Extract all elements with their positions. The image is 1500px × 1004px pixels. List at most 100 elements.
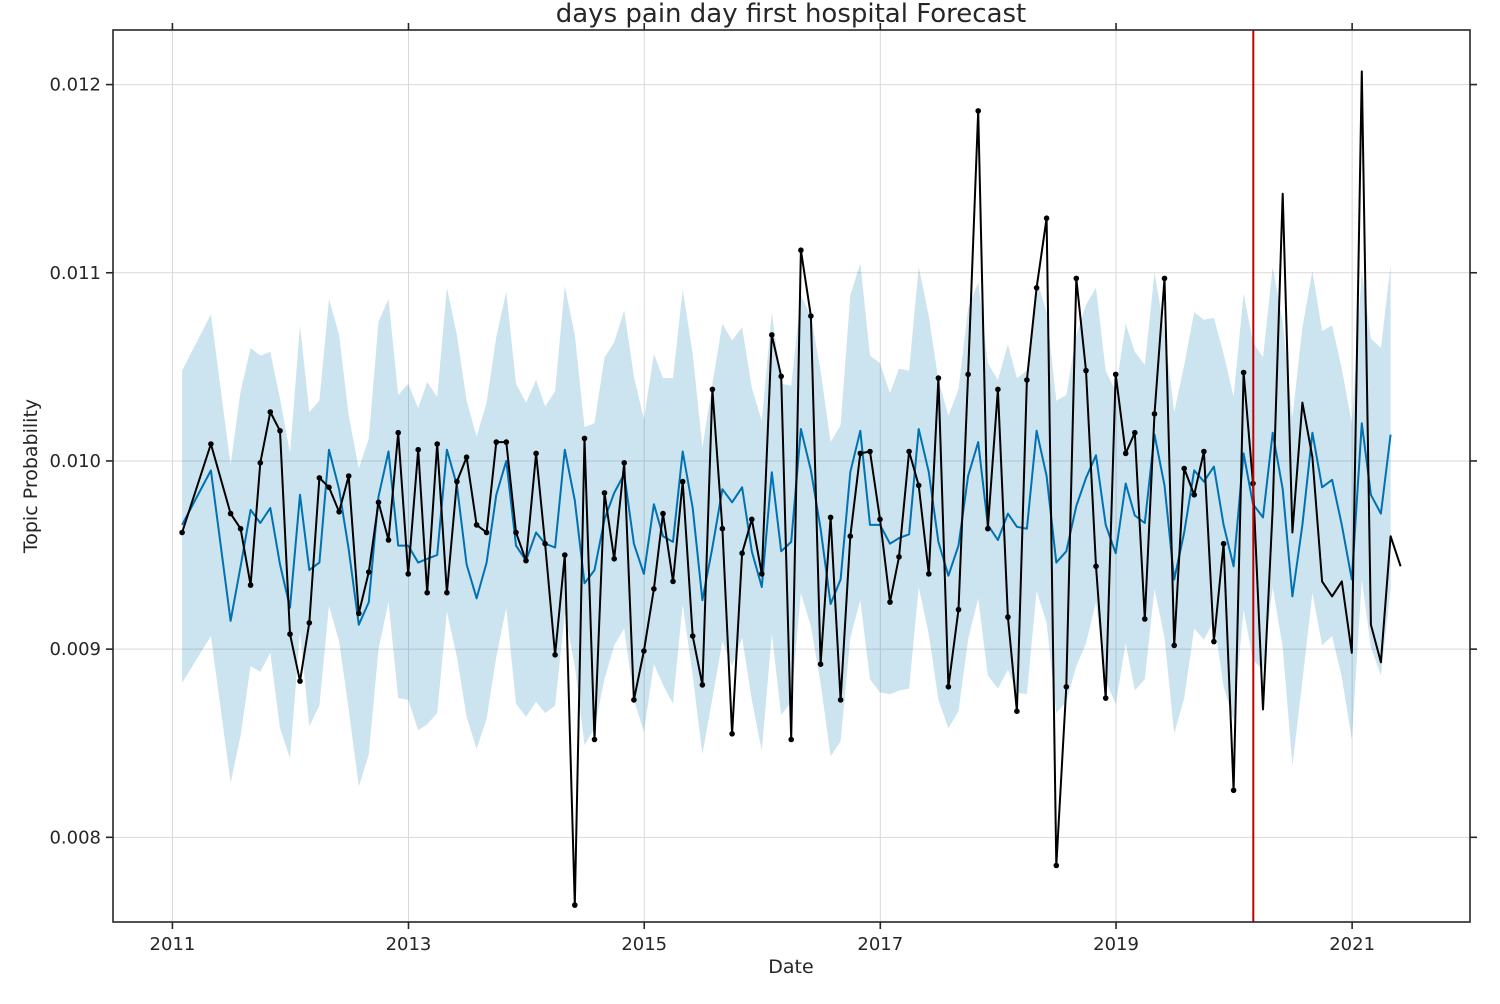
observed-point xyxy=(326,484,332,491)
observed-point xyxy=(798,247,804,253)
observed-point xyxy=(1240,369,1247,376)
observed-point xyxy=(739,550,745,556)
observed-point xyxy=(1102,695,1109,701)
observed-point xyxy=(345,473,352,479)
observed-point xyxy=(503,439,510,445)
observed-point xyxy=(867,448,873,455)
observed-point xyxy=(237,525,244,532)
observed-point xyxy=(356,610,362,617)
x-tick-label: 2015 xyxy=(621,934,667,955)
observed-point xyxy=(631,697,637,703)
observed-point xyxy=(208,441,214,447)
chart-title: days pain day first hospital Forecast xyxy=(556,0,1027,29)
observed-point xyxy=(1211,638,1217,645)
observed-point xyxy=(463,454,470,461)
observed-point xyxy=(985,525,991,532)
observed-point xyxy=(316,475,323,481)
observed-point xyxy=(670,578,676,585)
observed-point xyxy=(601,490,608,496)
observed-point xyxy=(1220,540,1227,547)
observed-point xyxy=(562,552,568,558)
observed-point xyxy=(906,448,912,455)
y-tick-label: 0.011 xyxy=(49,263,101,284)
observed-point xyxy=(699,682,706,688)
observed-point xyxy=(1230,787,1237,794)
observed-point xyxy=(660,510,666,517)
observed-point xyxy=(533,450,539,457)
observed-point xyxy=(847,533,854,539)
observed-point xyxy=(1112,371,1119,378)
observed-point xyxy=(415,446,422,453)
axis-ticks: 2011 2013 2015 2017 2019 2021 0.008 0.009 0.010 0… xyxy=(49,23,1477,955)
observed-point xyxy=(857,450,864,457)
observed-point xyxy=(591,736,598,743)
observed-point xyxy=(257,460,264,466)
y-tick-label: 0.009 xyxy=(49,639,101,660)
observed-point xyxy=(965,371,971,378)
observed-point xyxy=(1043,215,1050,221)
observed-point xyxy=(179,529,185,536)
observed-point xyxy=(247,582,254,588)
observed-point xyxy=(1122,450,1129,457)
observed-point xyxy=(1142,616,1148,622)
forecast-line xyxy=(181,422,1392,626)
y-tick-label: 0.010 xyxy=(49,451,101,472)
observed-point xyxy=(385,537,392,543)
observed-point xyxy=(945,684,952,690)
observed-point xyxy=(444,589,450,596)
observed-point xyxy=(424,589,431,596)
observed-point xyxy=(1093,563,1099,570)
observed-point xyxy=(651,586,657,592)
observed-point xyxy=(552,652,558,658)
observed-point xyxy=(729,731,735,737)
observed-point xyxy=(808,313,814,319)
observed-point xyxy=(769,332,775,338)
actual-continued-line xyxy=(1252,70,1402,711)
observed-point xyxy=(877,516,883,523)
observed-point xyxy=(542,540,548,547)
observed-point xyxy=(434,441,441,447)
uncertainty-interval-band xyxy=(182,263,1391,787)
grid xyxy=(113,30,1470,922)
x-tick-label: 2017 xyxy=(857,934,903,955)
observed-point xyxy=(227,510,234,517)
observed-point xyxy=(277,428,283,434)
observed-point xyxy=(1024,377,1030,383)
x-tick-label: 2011 xyxy=(150,934,196,955)
observed-point xyxy=(641,648,647,654)
observed-point xyxy=(1151,411,1158,417)
observed-point xyxy=(995,386,1001,393)
observed-point xyxy=(454,478,460,485)
observed-point xyxy=(1132,429,1138,436)
x-tick-label: 2019 xyxy=(1093,934,1139,955)
observed-point xyxy=(1171,642,1177,649)
observed-point xyxy=(975,108,981,114)
observed-point xyxy=(287,631,293,637)
observed-point xyxy=(788,736,794,743)
observed-point xyxy=(1161,275,1168,282)
observed-point xyxy=(759,571,765,577)
observed-point xyxy=(1191,492,1197,498)
observed-point xyxy=(1083,367,1089,374)
observed-points xyxy=(179,108,1256,908)
observed-point xyxy=(306,620,313,626)
observed-point xyxy=(581,435,588,442)
observed-point xyxy=(297,678,303,684)
x-tick-label: 2013 xyxy=(386,934,432,955)
observed-point xyxy=(709,386,716,393)
observed-point xyxy=(336,509,342,515)
observed-point xyxy=(887,599,893,605)
observed-point xyxy=(366,569,372,575)
observed-point xyxy=(1181,465,1187,472)
observed-point xyxy=(473,522,480,528)
observed-point xyxy=(817,661,824,667)
y-axis-label: Topic Probability xyxy=(20,399,42,554)
observed-point xyxy=(896,554,902,560)
observed-point xyxy=(935,375,942,381)
observed-point xyxy=(395,429,402,436)
x-axis-label: Date xyxy=(768,956,813,978)
observed-point xyxy=(778,373,784,380)
observed-point xyxy=(915,482,922,489)
observed-point xyxy=(1053,862,1060,869)
